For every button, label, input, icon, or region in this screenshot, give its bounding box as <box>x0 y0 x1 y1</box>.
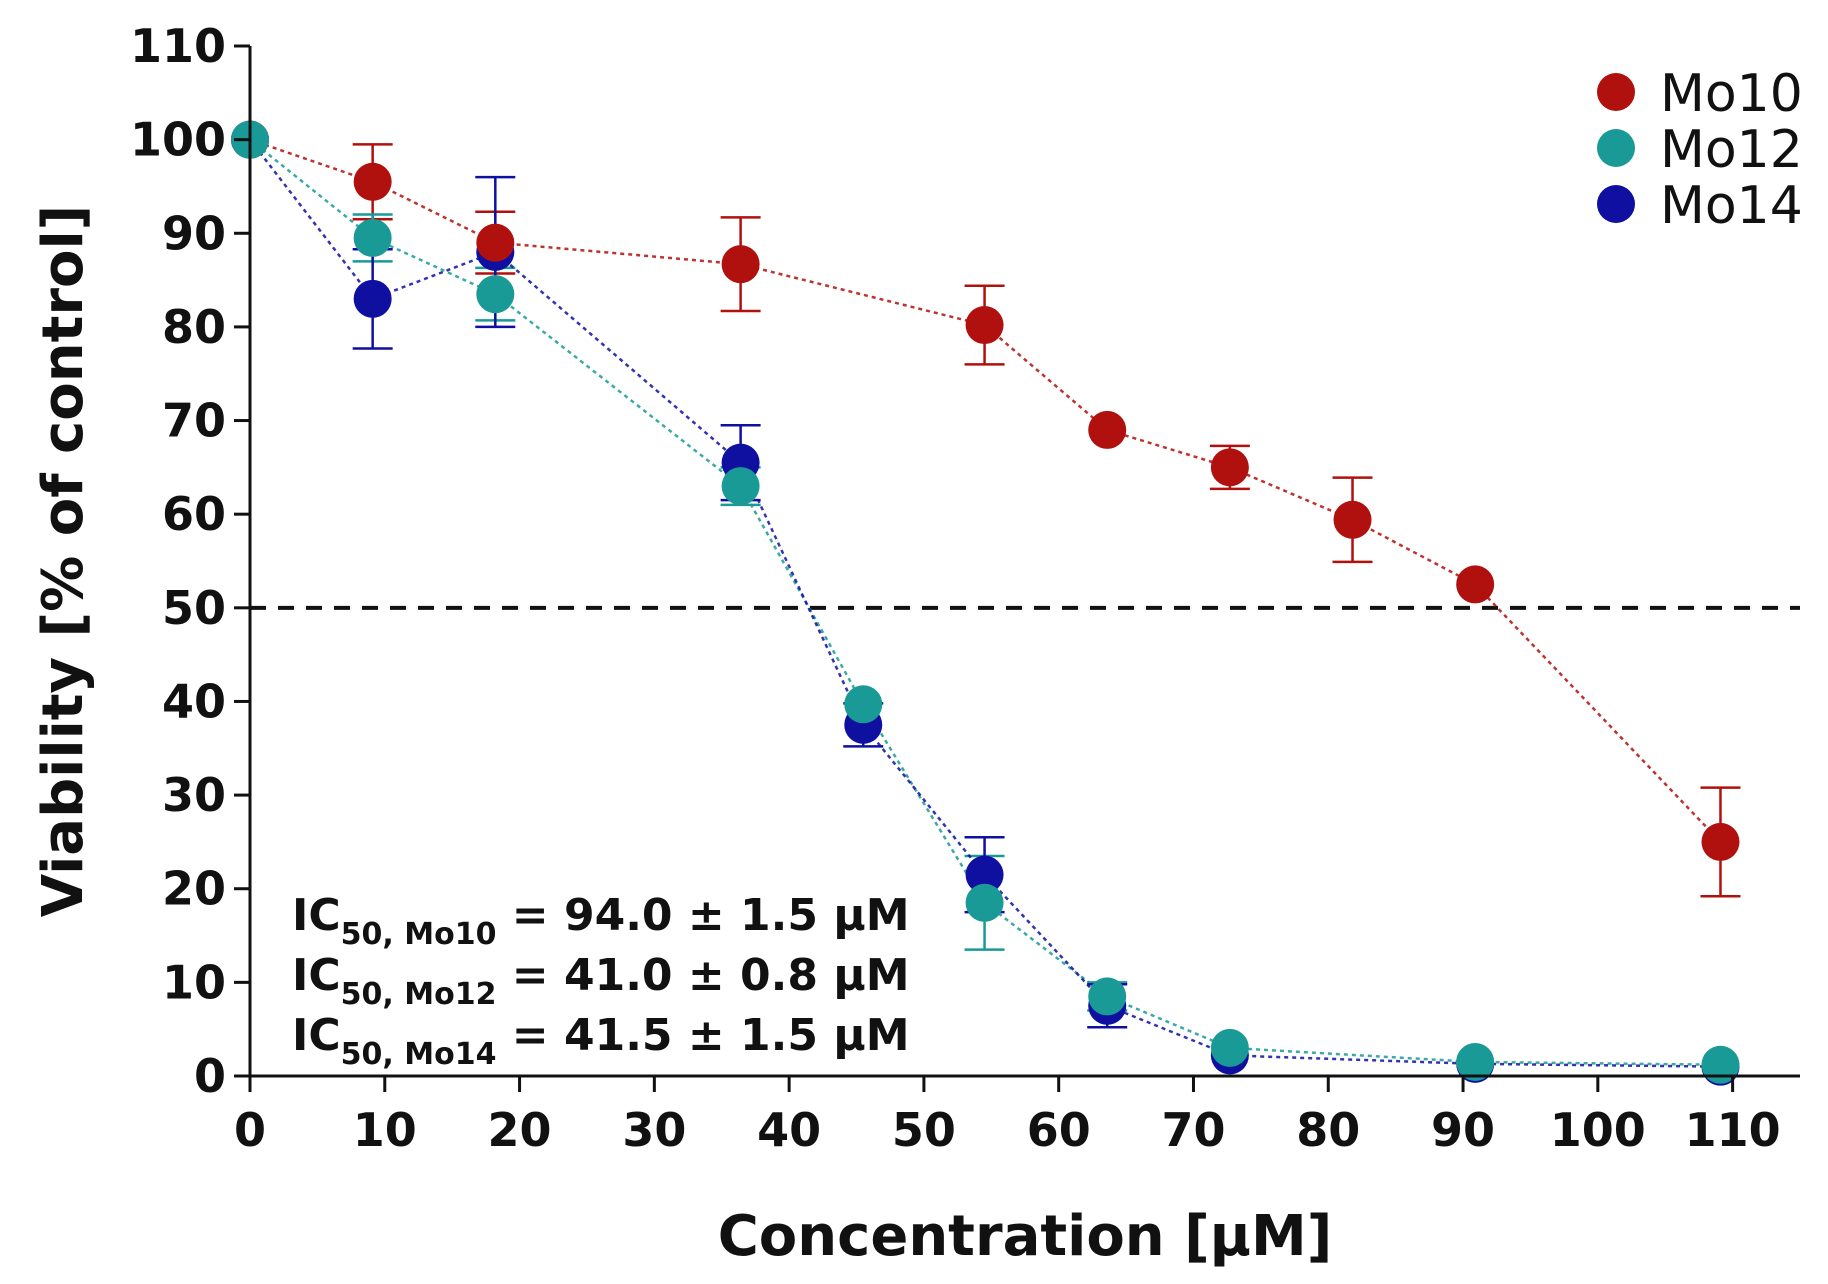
data-point <box>1210 1028 1249 1067</box>
ic50-annotation: IC50, Mo10 = 94.0 ± 1.5 μM <box>292 890 909 952</box>
legend-marker-mo10 <box>1597 73 1635 111</box>
data-point <box>1333 500 1372 539</box>
data-point <box>476 223 515 262</box>
y-tick-label: 90 <box>162 206 226 260</box>
series-line <box>249 138 1722 843</box>
data-point <box>353 162 392 201</box>
legend-marker-mo14 <box>1597 185 1635 223</box>
data-point <box>844 685 883 724</box>
data-point <box>1088 410 1127 449</box>
x-tick-label: 110 <box>1685 1103 1781 1157</box>
legend-label-mo12: Mo12 <box>1660 120 1803 180</box>
series-line <box>249 138 1721 1067</box>
data-point <box>1210 448 1249 487</box>
x-tick-label: 90 <box>1431 1103 1495 1157</box>
legend-marker-mo12 <box>1597 129 1635 167</box>
legend-label-mo14: Mo14 <box>1660 176 1803 236</box>
y-tick-label: 110 <box>130 19 226 73</box>
y-tick-label: 40 <box>162 674 226 728</box>
data-point <box>965 883 1004 922</box>
x-tick-label: 0 <box>234 1103 266 1157</box>
y-tick-label: 0 <box>194 1049 226 1103</box>
data-point <box>1088 977 1127 1016</box>
data-point <box>965 855 1004 894</box>
y-tick-label: 100 <box>130 113 226 167</box>
x-tick-label: 20 <box>488 1103 552 1157</box>
x-tick-label: 10 <box>353 1103 417 1157</box>
series-layer <box>231 120 1741 1086</box>
x-tick-label: 30 <box>622 1103 686 1157</box>
data-point <box>1701 1045 1740 1084</box>
x-tick-label: 100 <box>1550 1103 1646 1157</box>
x-tick-label: 80 <box>1296 1103 1360 1157</box>
data-point <box>1701 822 1740 861</box>
y-tick-label: 60 <box>162 487 226 541</box>
y-tick-label: 20 <box>162 862 226 916</box>
data-point <box>965 306 1004 345</box>
y-axis-title: Viability [% of control] <box>31 205 96 918</box>
data-point <box>721 467 760 506</box>
series-line <box>249 138 1721 1068</box>
data-point <box>476 275 515 314</box>
x-axis-title: Concentration [μM] <box>718 1204 1333 1269</box>
data-point <box>1456 565 1495 604</box>
x-tick-label: 40 <box>757 1103 821 1157</box>
y-tick-label: 70 <box>162 394 226 448</box>
x-tick-label: 50 <box>892 1103 956 1157</box>
data-point <box>353 218 392 257</box>
y-tick-label: 10 <box>162 955 226 1009</box>
x-tick-label: 70 <box>1161 1103 1225 1157</box>
data-point <box>353 279 392 318</box>
x-tick-label: 60 <box>1027 1103 1091 1157</box>
points-mo10 <box>231 120 1740 861</box>
axes-layer: 0 10 20 30 40 50 60 70 80 90 100 110 0 10 20 30 40 50 60 70… <box>130 19 1800 1157</box>
y-tick-label: 80 <box>162 300 226 354</box>
data-point <box>1456 1042 1495 1081</box>
ic50-annotation: IC50, Mo14 = 41.5 ± 1.5 μM <box>292 1010 909 1072</box>
series-mo10 <box>249 138 1741 898</box>
points-mo12 <box>231 120 1740 1084</box>
data-point <box>721 245 760 284</box>
y-tick-label: 30 <box>162 768 226 822</box>
ic50-annotation: IC50, Mo12 = 41.0 ± 0.8 μM <box>292 950 909 1012</box>
y-tick-label: 50 <box>162 581 226 635</box>
legend-label-mo10: Mo10 <box>1660 64 1803 124</box>
